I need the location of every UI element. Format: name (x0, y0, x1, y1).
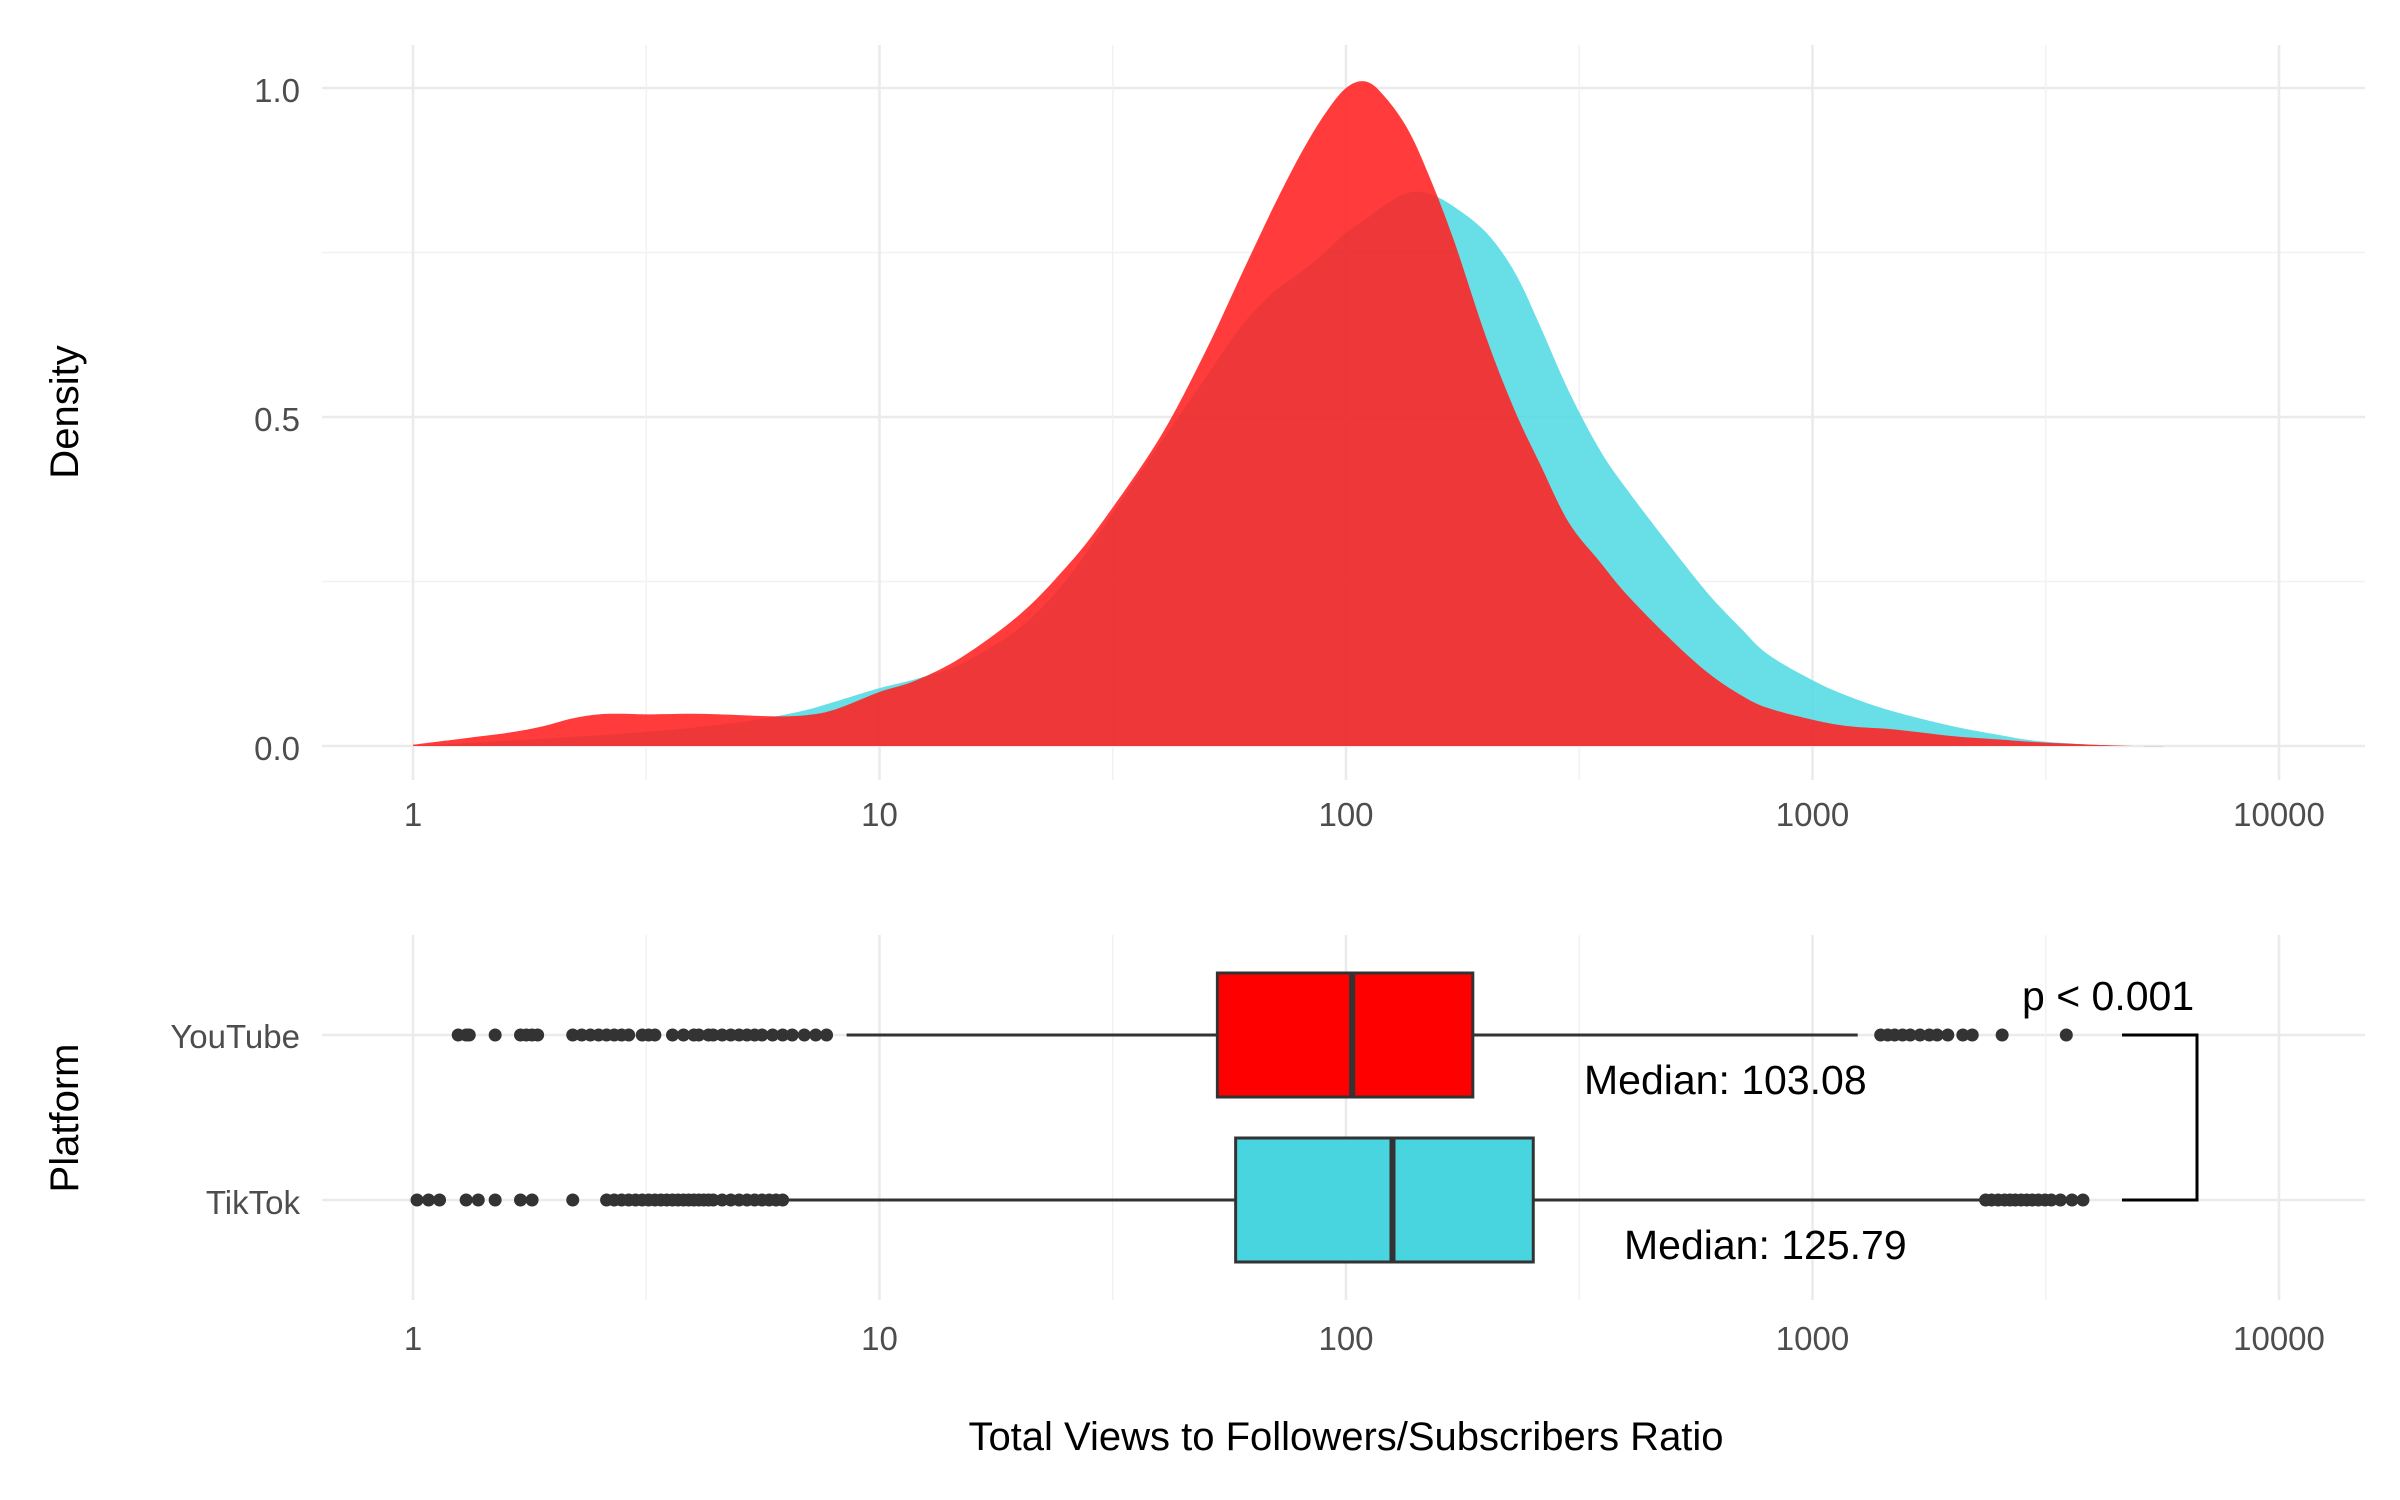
outlier-point-tiktok (514, 1193, 528, 1207)
outlier-point-tiktok (776, 1193, 790, 1207)
outlier-point-youtube (706, 1028, 720, 1042)
boxplot-x-tick-label: 100 (1318, 1320, 1373, 1357)
boxplot-y-ticks: YouTube TikTok (170, 1018, 300, 1221)
density-x-tick-label: 1000 (1776, 796, 1849, 833)
outlier-point-youtube (1903, 1028, 1917, 1042)
density-x-tick-label: 10 (861, 796, 898, 833)
outlier-point-youtube (648, 1028, 662, 1042)
boxplot-x-tick-label: 10000 (2233, 1320, 2325, 1357)
outlier-point-youtube (2059, 1028, 2073, 1042)
density-x-tick-label: 10000 (2233, 796, 2325, 833)
outlier-point-youtube (488, 1028, 502, 1042)
density-x-ticks: 1 10 100 1000 10000 (404, 796, 2325, 833)
tiktok-median-label: Median: 125.79 (1624, 1222, 1907, 1268)
x-axis-title: Total Views to Followers/Subscribers Rat… (968, 1415, 1723, 1459)
density-y-ticks: 0.0 0.5 1.0 (254, 72, 300, 767)
density-area-youtube (413, 81, 2176, 747)
outlier-point-tiktok (488, 1193, 502, 1207)
youtube-median-label: Median: 103.08 (1584, 1057, 1867, 1103)
density-y-axis-title: Density (43, 345, 87, 478)
density-x-tick-label: 1 (404, 796, 422, 833)
significance-bracket (2122, 1033, 2199, 1202)
outlier-point-youtube (692, 1028, 706, 1042)
outlier-point-tiktok (706, 1193, 720, 1207)
outlier-point-youtube (1995, 1028, 2009, 1042)
outlier-point-tiktok (433, 1193, 447, 1207)
outlier-point-youtube (1930, 1028, 1944, 1042)
outlier-point-youtube (1913, 1028, 1927, 1042)
outlier-point-youtube (1941, 1028, 1955, 1042)
outlier-point-youtube (666, 1028, 680, 1042)
outlier-point-tiktok (422, 1193, 436, 1207)
density-x-tick-label: 100 (1318, 796, 1373, 833)
outlier-point-youtube (566, 1028, 580, 1042)
box-tiktok (410, 1136, 2090, 1264)
outlier-point-youtube (820, 1028, 834, 1042)
outlier-point-youtube (797, 1028, 811, 1042)
outlier-point-tiktok (410, 1193, 424, 1207)
boxplot-x-tick-label: 10 (861, 1320, 898, 1357)
outlier-point-youtube (462, 1028, 476, 1042)
outlier-point-tiktok (566, 1193, 580, 1207)
density-areas (413, 81, 2176, 747)
outlier-point-tiktok (2076, 1193, 2090, 1207)
boxplot-panel: YouTube TikTok 1 10 100 1000 10000 Media… (43, 935, 2365, 1459)
outlier-point-tiktok (525, 1193, 539, 1207)
outlier-point-youtube (1956, 1028, 1970, 1042)
outlier-point-tiktok (2053, 1193, 2067, 1207)
outlier-point-youtube (755, 1028, 769, 1042)
boxplot-y-tick-tiktok: TikTok (206, 1184, 301, 1221)
outlier-point-tiktok (2065, 1193, 2079, 1207)
boxplot-x-tick-label: 1 (404, 1320, 422, 1357)
iqr-box-tiktok (1234, 1136, 1535, 1264)
outlier-point-youtube (785, 1028, 799, 1042)
outlier-point-youtube (622, 1028, 636, 1042)
outlier-point-youtube (531, 1028, 545, 1042)
boxplot-marks (410, 971, 2090, 1264)
outlier-point-youtube (766, 1028, 780, 1042)
density-panel: 0.0 0.5 1.0 1 10 100 1000 10000 Density (43, 45, 2365, 833)
outlier-point-tiktok (459, 1193, 473, 1207)
boxplot-y-axis-title: Platform (43, 1044, 87, 1193)
boxplot-x-ticks: 1 10 100 1000 10000 (404, 1320, 2325, 1357)
boxplot-x-tick-label: 1000 (1776, 1320, 1849, 1357)
outlier-point-youtube (1965, 1028, 1979, 1042)
outlier-point-youtube (776, 1028, 790, 1042)
boxplot-y-tick-youtube: YouTube (170, 1018, 300, 1055)
box-youtube (451, 971, 2073, 1099)
density-y-tick-label: 0.5 (254, 401, 300, 438)
outlier-point-youtube (809, 1028, 823, 1042)
outlier-point-youtube (676, 1028, 690, 1042)
outlier-point-tiktok (471, 1193, 485, 1207)
density-y-tick-label: 0.0 (254, 730, 300, 767)
p-value-label: p < 0.001 (2022, 973, 2194, 1019)
density-y-tick-label: 1.0 (254, 72, 300, 109)
outlier-point-tiktok (2044, 1193, 2058, 1207)
iqr-box-youtube (1215, 971, 1475, 1099)
